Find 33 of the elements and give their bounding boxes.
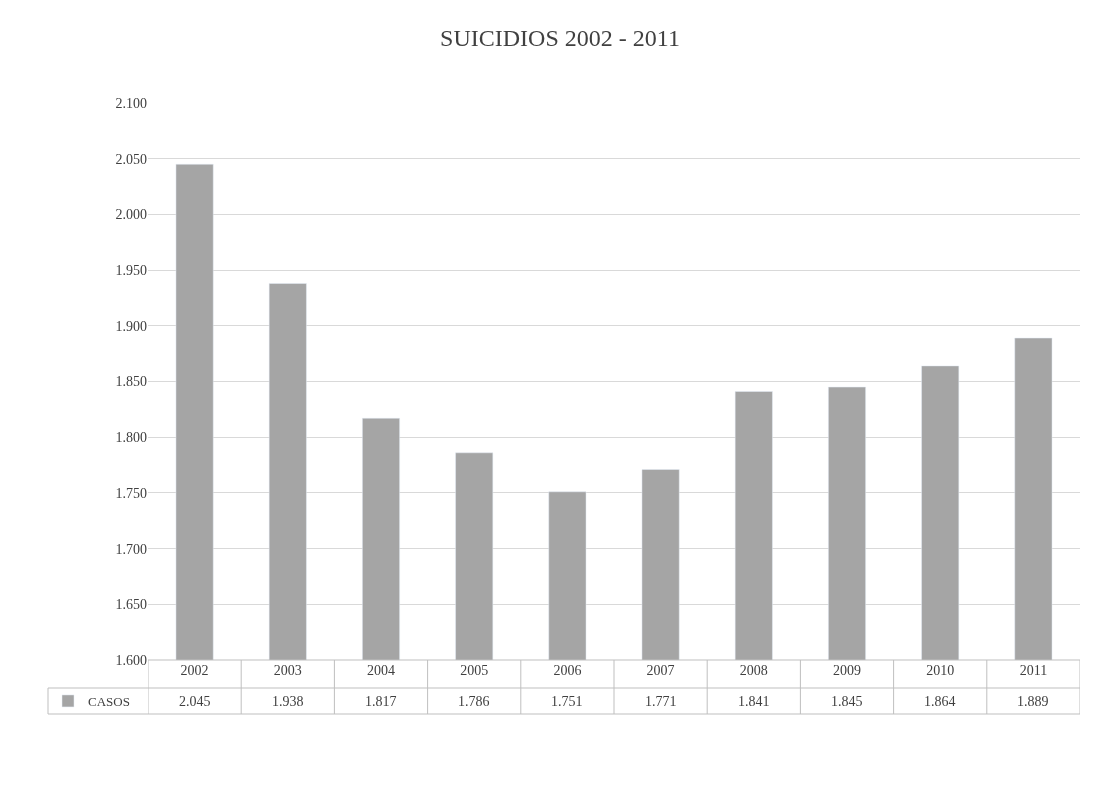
data-label: 1.751 (551, 694, 583, 709)
y-tick-label: 2.100 (115, 95, 147, 111)
y-tick-label: 2.000 (115, 207, 147, 223)
x-tick-label: 2004 (367, 663, 395, 678)
x-tick-label: 2003 (273, 663, 302, 678)
y-tick-label: 1.600 (115, 652, 147, 668)
x-tick-label: 2008 (739, 663, 768, 678)
y-tick-label: 1.900 (115, 318, 147, 334)
x-tick-label: 2005 (460, 663, 489, 678)
data-label: 2.045 (179, 694, 211, 709)
data-label: 1.889 (1017, 694, 1049, 709)
data-label: 1.786 (458, 694, 490, 709)
data-label: 1.771 (645, 694, 677, 709)
x-tick-label: 2009 (833, 663, 861, 678)
data-label: 1.864 (924, 694, 956, 709)
y-tick-label: 1.700 (115, 541, 147, 557)
x-tick-label: 2006 (553, 663, 582, 678)
x-tick-label: 2011 (1019, 663, 1048, 678)
data-label: 1.938 (272, 694, 304, 709)
y-tick-label: 1.850 (115, 374, 147, 390)
legend-label: CASOS (88, 694, 130, 710)
y-tick-label: 1.950 (115, 263, 147, 278)
x-tick-label: 2007 (646, 663, 675, 678)
x-tick-label: 2002 (180, 663, 209, 678)
x-tick-label: 2010 (926, 663, 955, 678)
y-tick-label: 1.800 (115, 430, 147, 446)
y-tick-label: 1.650 (115, 597, 147, 613)
y-tick-label: 1.750 (115, 485, 147, 501)
chart-title: SUICIDIOS 2002 - 2011 (440, 25, 680, 52)
data-label: 1.841 (738, 694, 770, 709)
data-label: 1.845 (831, 694, 863, 709)
data-label: 1.817 (365, 694, 397, 709)
y-tick-label: 2.050 (115, 151, 147, 167)
